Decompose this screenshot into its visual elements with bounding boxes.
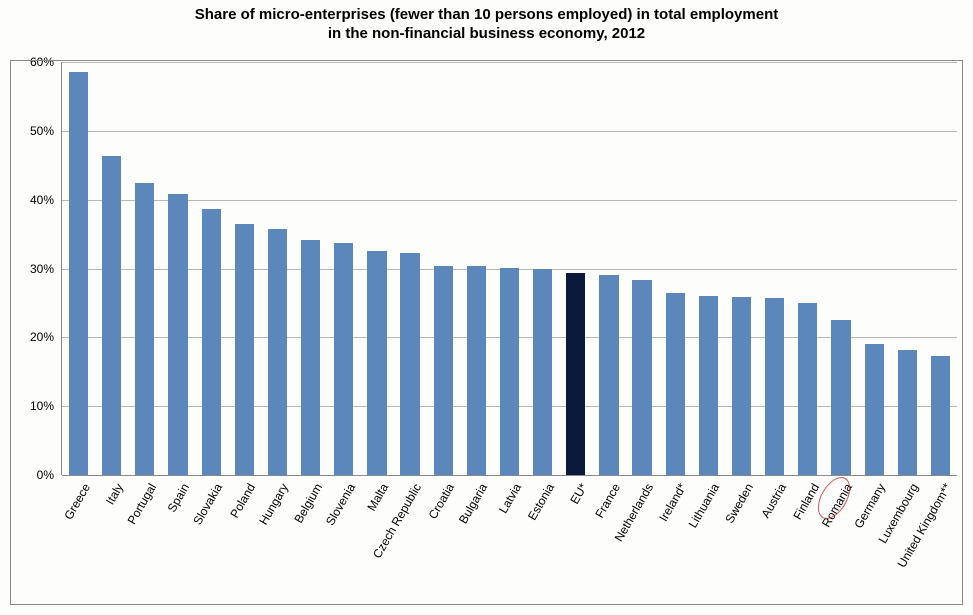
- chart-title: Share of micro-enterprises (fewer than 1…: [0, 6, 973, 44]
- chart-title-line2: in the non-financial business economy, 2…: [328, 25, 645, 42]
- chart-border: [10, 60, 963, 605]
- chart-title-line1: Share of micro-enterprises (fewer than 1…: [195, 6, 778, 23]
- chart-container: { "chart": { "type": "bar", "title_line1…: [0, 0, 973, 615]
